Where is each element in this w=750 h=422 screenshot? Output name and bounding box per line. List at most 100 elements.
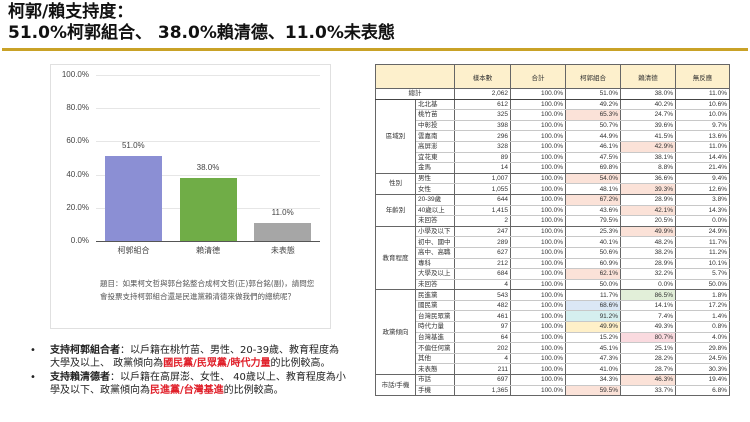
- row-label: 中彰投: [415, 120, 455, 132]
- cell-sample-size: 1,415: [454, 205, 511, 217]
- cell-total: 100.0%: [510, 130, 566, 142]
- cell-no-response: 29.8%: [675, 342, 730, 354]
- y-tick-label: 40.0%: [66, 169, 89, 179]
- cell-sample-size: 325: [454, 109, 511, 121]
- cell-no-response: 21.4%: [675, 162, 730, 174]
- cell-no-response: 11.0%: [675, 141, 730, 153]
- cell-total: 100.0%: [510, 289, 566, 301]
- header-ko-guo: 柯郭組合: [565, 64, 621, 89]
- cell-ko-guo: 11.7%: [565, 289, 621, 301]
- cell-no-response: 9.7%: [675, 120, 730, 132]
- row-label: 市話: [415, 374, 455, 386]
- cell-ko-guo: 47.3%: [565, 353, 621, 365]
- cell-lai: 32.2%: [620, 268, 676, 280]
- finding-highlight: 民進黨/台灣基進: [150, 385, 224, 396]
- finding-text-end: 的比例較高。: [270, 358, 331, 369]
- cell-lai: 39.3%: [620, 183, 676, 195]
- cell-lai: 28.7%: [620, 363, 676, 376]
- table-row: 大學及以上 684 100.0% 62.1% 32.2% 5.7%: [376, 268, 730, 280]
- cell-lai: 25.1%: [620, 342, 676, 354]
- cell-sample-size: 4: [454, 279, 511, 291]
- cell-no-response: 24.9%: [675, 226, 730, 238]
- cell-ko-guo: 46.1%: [565, 141, 621, 153]
- cell-sample-size: 627: [454, 247, 511, 259]
- table-row: 高屏澎 328 100.0% 46.1% 42.9% 11.0%: [376, 141, 730, 153]
- cell-ko-guo: 44.9%: [565, 130, 621, 142]
- cell-no-response: 24.5%: [675, 353, 730, 365]
- table-row: 中彰投 398 100.0% 50.7% 39.6% 9.7%: [376, 120, 730, 132]
- table-row: 年齡別 20-39歲 644 100.0% 67.2% 28.9% 3.8%: [375, 194, 730, 227]
- table-row: 40歲以上 1,415 100.0% 43.6% 42.1% 14.3%: [376, 205, 730, 217]
- cell-lai: 49.3%: [620, 321, 676, 333]
- cell-ko-guo: 49.2%: [565, 99, 621, 111]
- cell-total: 100.0%: [510, 194, 566, 206]
- title-line-1: 柯郭/賴支持度：: [8, 2, 134, 22]
- row-label: 初中、國中: [415, 236, 455, 248]
- row-label: 大學及以上: [415, 268, 455, 280]
- bar-value-label: 51.0%: [121, 141, 145, 151]
- row-label: 台灣民眾黨: [415, 310, 455, 323]
- cell-ko-guo: 25.3%: [565, 226, 621, 238]
- cell-no-response: 6.8%: [675, 385, 730, 397]
- x-tick-label: 柯郭組合: [117, 246, 150, 255]
- row-label: 手機: [415, 385, 455, 397]
- cell-ko-guo: 68.6%: [565, 300, 621, 312]
- table-row: 金馬 14 100.0% 69.8% 8.8% 21.4%: [376, 162, 730, 174]
- row-label: 時代力量: [415, 321, 455, 333]
- bar-chart: 100.0% 80.0% 60.0% 40.0% 20.0% 0.0% 51.0% 柯郭組合 3…: [50, 64, 331, 329]
- cell-sample-size: 211: [454, 363, 511, 376]
- cell-lai: 38.2%: [620, 247, 676, 259]
- row-label: 男性: [415, 173, 455, 185]
- cell-total: 100.0%: [510, 332, 566, 344]
- cell-lai: 49.9%: [620, 226, 676, 238]
- cell-sample-size: 202: [454, 342, 511, 354]
- cell-total: 100.0%: [510, 247, 566, 259]
- cell-total: 100.0%: [510, 236, 566, 248]
- cell-total: 100.0%: [510, 279, 566, 291]
- cell-no-response: 3.8%: [675, 194, 730, 206]
- cell-no-response: 50.0%: [675, 279, 730, 291]
- table-row: 專科 212 100.0% 60.9% 28.9% 10.1%: [376, 258, 730, 270]
- cell-total: 100.0%: [510, 258, 566, 270]
- gridline: [96, 108, 320, 110]
- table-row: 台灣民眾黨 461 100.0% 91.2% 7.4% 1.4%: [376, 310, 730, 323]
- cell-total: 100.0%: [510, 300, 566, 312]
- cell-lai: 36.6%: [620, 173, 676, 185]
- cell-lai: 28.9%: [620, 258, 676, 270]
- cell-sample-size: 543: [454, 289, 511, 301]
- finding-item: • 支持柯郭組合者：以戶籍在桃竹苗、男性、20-39歲、教育程度為大學及以上、 政…: [28, 344, 348, 370]
- cell-ko-guo: 15.2%: [565, 332, 621, 344]
- table-row: 政黨傾向 民進黨 543 100.0% 11.7% 86.5% 1.8%: [375, 289, 730, 376]
- row-label: 高中、高職: [415, 247, 455, 259]
- table-row: 雲嘉南 296 100.0% 44.9% 41.5% 13.6%: [376, 130, 730, 142]
- bar-value-label: 11.0%: [271, 207, 294, 217]
- cell-total: 100.0%: [510, 99, 566, 111]
- cell-no-response: 9.4%: [675, 173, 730, 185]
- cell-lai: 28.2%: [620, 353, 676, 365]
- cell-no-response: 4.0%: [675, 332, 730, 344]
- cell-ko-guo: 62.1%: [565, 268, 621, 280]
- cell-ko-guo: 60.9%: [565, 258, 621, 270]
- cell-ko-guo: 50.6%: [565, 247, 621, 259]
- cell-ko-guo: 91.2%: [565, 310, 621, 323]
- row-label: 台灣基進: [415, 332, 455, 344]
- cell-total: 100.0%: [510, 120, 566, 132]
- cell-sample-size: 89: [454, 152, 511, 164]
- y-tick-label: 60.0%: [66, 136, 89, 146]
- cell-ko-guo: 40.1%: [565, 236, 621, 248]
- x-tick-label: 未表態: [270, 246, 295, 255]
- row-label: 20-39歲: [415, 194, 455, 206]
- table-header-row: 樣本數 合計 柯郭組合 賴清德 無反應: [375, 64, 730, 89]
- cell-no-response: 14.3%: [675, 205, 730, 217]
- cell-lai: 80.7%: [620, 332, 676, 344]
- cell-no-response: 19.4%: [675, 374, 730, 386]
- cell-lai: 14.1%: [620, 300, 676, 312]
- cell-ko-guo: 50.0%: [565, 279, 621, 291]
- table-row: 教育程度 小學及以下 247 100.0% 25.3% 49.9% 24.9%: [375, 226, 730, 291]
- cell-ko-guo: 49.9%: [565, 321, 621, 333]
- cell-ko-guo: 79.5%: [565, 215, 621, 227]
- cell-ko-guo: 34.3%: [565, 374, 621, 386]
- total-n: 2,062: [454, 88, 511, 100]
- finding-text: ：以戶籍在高屏澎、女性、 40歲以上、教育程度為小學及以下、政黨傾向為: [50, 372, 346, 396]
- cell-no-response: 0.8%: [675, 321, 730, 333]
